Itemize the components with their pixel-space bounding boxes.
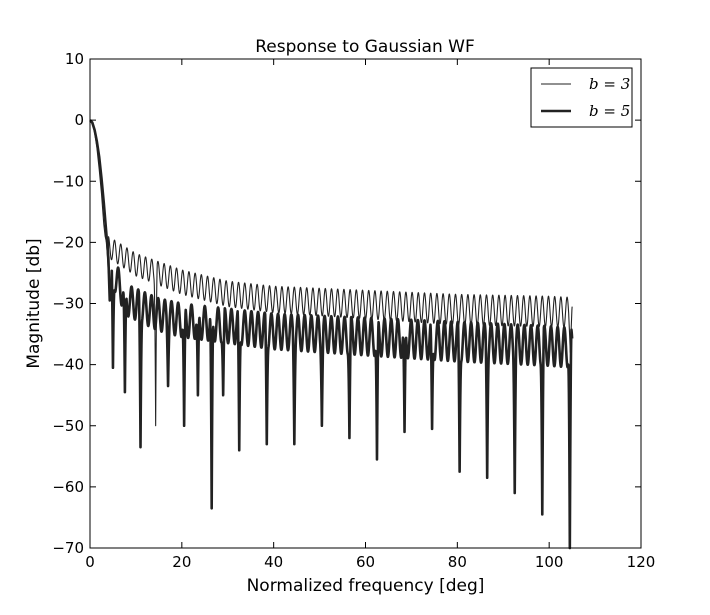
y-tick-label--20: −20 (52, 233, 84, 251)
plot-curves (89, 119, 574, 550)
x-tick-label-80: 80 (448, 553, 467, 571)
legend-box (530, 67, 633, 128)
y-tick-label-0: 0 (74, 111, 84, 129)
y-axis-label: Magnitude [db] (24, 238, 44, 368)
x-tick-label-40: 40 (264, 553, 283, 571)
y-tick-label-10: 10 (65, 50, 84, 68)
y-tick-label--10: −10 (52, 172, 84, 190)
x-tick-label-0: 0 (85, 553, 95, 571)
y-tick-label--70: −70 (52, 539, 84, 557)
x-axis-label: Normalized frequency [deg] (247, 576, 485, 596)
x-tick-label-120: 120 (627, 553, 656, 571)
legend: b = 3 b = 5 (530, 67, 633, 128)
legend-label-b5: b = 5 (589, 102, 630, 120)
x-tick-label-100: 100 (535, 553, 564, 571)
x-tick-label-60: 60 (356, 553, 375, 571)
y-tick-label--60: −60 (52, 478, 84, 496)
x-tick-label-20: 20 (172, 553, 191, 571)
y-tick-label--50: −50 (52, 417, 84, 435)
series-line-1 (89, 119, 574, 550)
y-tick-label--40: −40 (52, 356, 84, 374)
y-tick-label--30: −30 (52, 295, 84, 313)
series-line-0 (89, 119, 573, 427)
legend-label-b3: b = 3 (589, 75, 630, 93)
chart-title: Response to Gaussian WF (255, 37, 475, 57)
